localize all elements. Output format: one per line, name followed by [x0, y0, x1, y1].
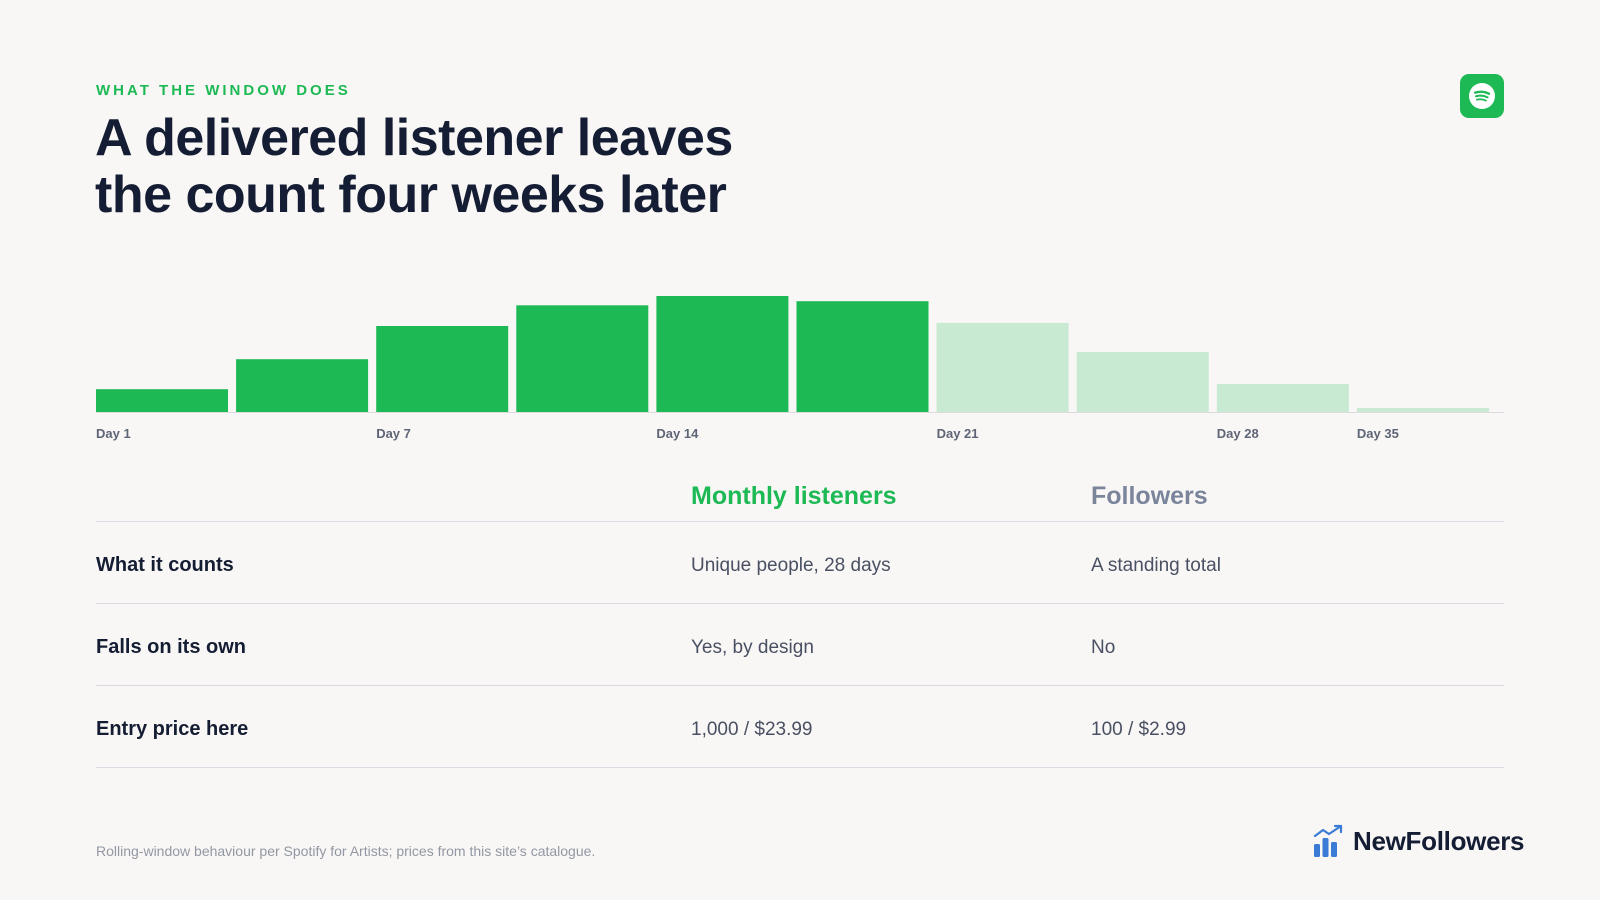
spotify-badge — [1460, 74, 1504, 118]
chart-bar — [236, 359, 369, 412]
source-footnote: Rolling-window behaviour per Spotify for… — [96, 843, 596, 859]
table-row: Entry price here 1,000 / $23.99 100 / $2… — [96, 686, 1504, 768]
x-tick-label: Day 14 — [656, 426, 699, 441]
logo-text: NewFollowers — [1353, 825, 1525, 856]
bar-chart-trend-icon — [1313, 824, 1343, 857]
x-tick-label: Day 7 — [376, 426, 411, 441]
cell-followers: A standing total — [1091, 554, 1221, 576]
chart-bar — [656, 296, 789, 412]
cell-monthly-listeners: 1,000 / $23.99 — [691, 718, 813, 740]
x-tick-label: Day 21 — [937, 426, 979, 441]
chart-bar — [516, 305, 649, 412]
page-title: A delivered listener leaves the count fo… — [95, 109, 733, 224]
chart-bar — [1356, 407, 1489, 412]
chart-bar — [936, 322, 1069, 412]
row-label: What it counts — [96, 554, 234, 576]
chart-bar — [796, 301, 929, 412]
newfollowers-logo[interactable]: NewFollowers — [1313, 824, 1525, 858]
eyebrow: WHAT THE WINDOW DOES — [96, 82, 351, 99]
comparison-table: Monthly listeners Followers What it coun… — [96, 472, 1504, 768]
table-row: What it counts Unique people, 28 days A … — [96, 522, 1504, 604]
chart-bar — [1076, 351, 1209, 412]
row-label: Entry price here — [96, 718, 249, 740]
header-followers: Followers — [1091, 482, 1208, 510]
cell-monthly-listeners: Yes, by design — [691, 636, 814, 658]
x-tick-label: Day 35 — [1357, 426, 1399, 441]
row-label: Falls on its own — [96, 636, 247, 658]
spotify-icon — [1469, 83, 1495, 109]
x-tick-label: Day 1 — [96, 426, 131, 441]
cell-followers: No — [1091, 636, 1116, 658]
table-row: Falls on its own Yes, by design No — [96, 604, 1504, 686]
chart-bar — [1216, 384, 1349, 412]
retention-bar-chart: Day 1 Day 7 Day 14 Day 21 Day 28 Day 35 — [96, 296, 1504, 441]
cell-monthly-listeners: Unique people, 28 days — [691, 554, 891, 576]
cell-followers: 100 / $2.99 — [1091, 718, 1187, 740]
chart-bar — [376, 326, 509, 412]
chart-bar — [96, 389, 228, 412]
header-monthly-listeners: Monthly listeners — [691, 482, 897, 510]
table-header: Monthly listeners Followers — [96, 472, 1504, 522]
x-tick-label: Day 28 — [1217, 426, 1259, 441]
